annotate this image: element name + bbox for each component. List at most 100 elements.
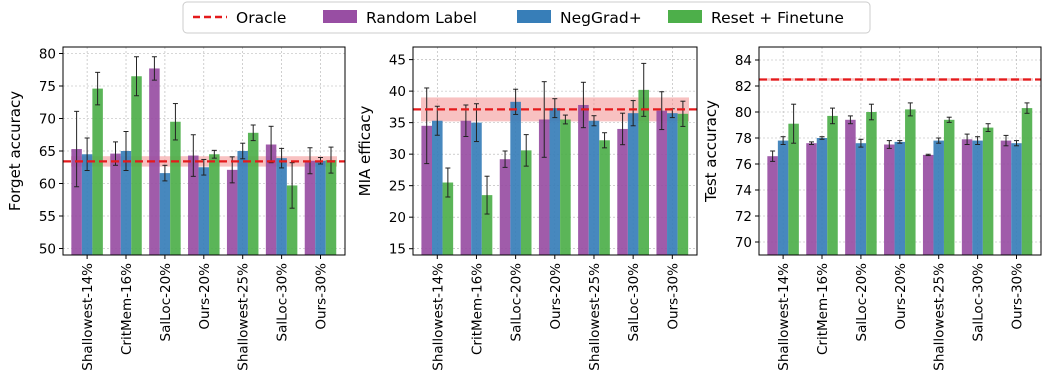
series-3 (442, 89, 689, 256)
bar (188, 155, 199, 255)
x-tick-label: Ours-20% (548, 263, 564, 330)
y-tick-label: 80 (735, 105, 752, 121)
y-tick-label: 45 (389, 53, 406, 69)
bar (549, 108, 561, 255)
x-tick-label: Shallowest-14% (776, 263, 792, 371)
bar (806, 143, 817, 255)
bar (866, 112, 877, 255)
legend-label: Oracle (236, 9, 286, 27)
bar (481, 195, 493, 255)
y-tick-label: 50 (39, 242, 56, 258)
bar (777, 140, 789, 255)
bar (421, 125, 432, 256)
bar (170, 121, 181, 255)
x-tick-label: SalLoc-20% (854, 263, 870, 342)
error-bars-series-1 (424, 81, 665, 168)
bar (510, 101, 521, 255)
y-tick-label: 78 (735, 131, 752, 147)
x-axis: Shallowest-14% CritMem-16% SalLoc-20% Ours-… (776, 255, 1025, 371)
bar (617, 128, 628, 255)
x-tick-label: Ours-30% (665, 263, 681, 330)
bar (1021, 108, 1033, 255)
bar (71, 149, 82, 255)
y-tick-label: 40 (389, 84, 406, 100)
bar (845, 119, 856, 255)
bar (276, 158, 287, 255)
series-1 (421, 104, 668, 256)
y-tick-label: 60 (39, 177, 56, 193)
y-tick-label: 35 (389, 116, 406, 132)
bar (131, 76, 142, 255)
bar (667, 113, 678, 255)
bar (499, 159, 511, 255)
bar (894, 141, 906, 255)
bar (578, 104, 589, 255)
x-tick-label: CritMem-16% (815, 263, 831, 355)
series-2 (777, 138, 1022, 255)
bar (943, 119, 955, 255)
legend-label: Reset + Finetune (711, 9, 844, 27)
bar (209, 154, 220, 255)
x-tick-label: Ours-30% (1009, 263, 1025, 330)
bar (110, 153, 121, 255)
oracle-band (767, 78, 1033, 81)
x-tick-label: Shallowest-14% (430, 263, 446, 371)
bar (198, 167, 210, 255)
bar (884, 144, 895, 255)
bar (599, 140, 610, 255)
error-bars-series-2 (780, 136, 1019, 148)
bar (788, 123, 799, 255)
bar (120, 151, 132, 255)
legend-swatch-2 (517, 10, 551, 23)
bar (471, 122, 482, 256)
y-axis: 70 72 74 76 78 80 82 84 (735, 53, 759, 251)
bar (638, 89, 650, 256)
y-axis-label: Forget accuracy (6, 91, 24, 211)
error-bars-series-2 (434, 88, 675, 143)
bar (677, 113, 689, 255)
bar (1000, 140, 1012, 255)
y-tick-label: 80 (39, 47, 56, 63)
bar (560, 119, 571, 255)
y-tick-label: 30 (389, 147, 406, 163)
bar (538, 119, 550, 255)
y-tick-label: 20 (389, 210, 406, 226)
bar (247, 132, 259, 255)
bar (325, 160, 337, 255)
bar (961, 139, 973, 255)
y-axis: 15 20 25 30 35 40 45 (389, 53, 413, 258)
bar (442, 182, 454, 255)
y-tick-label: 70 (735, 235, 752, 251)
bar (767, 156, 778, 255)
x-tick-label: SalLoc-30% (971, 263, 987, 342)
y-tick-label: 75 (39, 79, 56, 95)
legend-swatch-1 (323, 10, 357, 23)
y-axis-label: Test accuracy (702, 100, 720, 203)
x-tick-label: CritMem-16% (469, 263, 485, 355)
bar (588, 120, 600, 255)
bar (286, 185, 298, 255)
bar (972, 140, 983, 255)
bar (982, 127, 994, 255)
error-bars-series-3 (95, 56, 334, 209)
error-bars-series-3 (791, 102, 1030, 144)
x-tick-label: Shallowest-14% (80, 263, 96, 371)
x-tick-label: SalLoc-20% (509, 263, 525, 342)
bar (304, 160, 316, 255)
y-tick-label: 76 (735, 157, 752, 173)
series-1 (767, 119, 1012, 255)
x-tick-label: Shallowest-25% (236, 263, 252, 371)
x-tick-label: SalLoc-30% (626, 263, 642, 342)
series-3 (92, 76, 337, 255)
y-tick-label: 84 (735, 53, 752, 69)
bar (1011, 143, 1022, 255)
bar (520, 150, 532, 255)
y-tick-label: 25 (389, 179, 406, 195)
x-tick-label: SalLoc-30% (275, 263, 291, 342)
bar (922, 154, 934, 255)
legend-label: NegGrad+ (560, 9, 642, 27)
bar (265, 144, 277, 255)
legend-label: Random Label (366, 9, 477, 27)
